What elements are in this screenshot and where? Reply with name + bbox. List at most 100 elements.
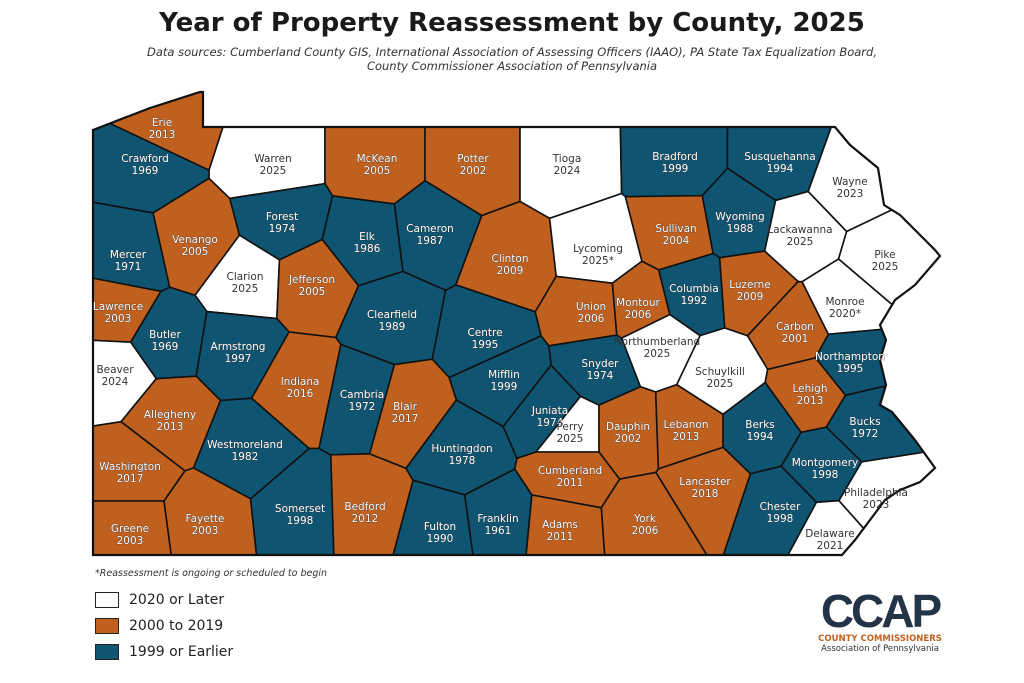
county-year-label: 2023 (837, 188, 864, 200)
county-name-label: Northumberland (614, 336, 700, 348)
county-year-label: 2005 (299, 286, 326, 298)
county-name-label: Lancaster (679, 476, 731, 488)
county-name-label: Centre (467, 327, 502, 339)
subtitle-line-1: Data sources: Cumberland County GIS, Int… (147, 45, 877, 59)
county-year-label: 2006 (578, 313, 605, 325)
county-name-label: Forest (266, 211, 298, 223)
county-name-label: Lawrence (93, 301, 143, 313)
county-name-label: Adams (542, 519, 578, 531)
county-name-label: Franklin (477, 513, 518, 525)
map-title: Year of Property Reassessment by County,… (159, 8, 865, 38)
county-name-label: Wayne (832, 176, 867, 188)
county-cumberland (513, 451, 621, 509)
county-year-label: 1997 (225, 353, 252, 365)
county-name-label: Clinton (491, 253, 528, 265)
county-name-label: Luzerne (729, 279, 771, 291)
county-name-label: Delaware (805, 528, 854, 540)
county-name-label: Pike (874, 249, 895, 261)
county-year-label: 2009 (737, 291, 764, 303)
county-name-label: Butler (149, 329, 181, 341)
county-name-label: Clarion (227, 271, 264, 283)
county-year-label: 1978 (449, 455, 476, 467)
county-name-label: Tioga (552, 153, 582, 165)
legend-label: 1999 or Earlier (129, 644, 234, 660)
county-year-label: 1972 (349, 401, 376, 413)
county-name-label: McKean (357, 153, 398, 165)
county-year-label: 1998 (767, 513, 794, 525)
county-name-label: Bedford (344, 501, 385, 513)
county-name-label: Greene (111, 523, 149, 535)
legend-swatch (95, 644, 119, 660)
county-name-label: Clearfield (367, 309, 417, 321)
legend-swatch (95, 618, 119, 634)
county-name-label: Juniata (531, 405, 568, 417)
footnote: *Reassessment is ongoing or scheduled to… (95, 568, 328, 579)
county-name-label: Crawford (121, 153, 169, 165)
county-name-label: Fayette (186, 513, 225, 525)
county-year-label: 1988 (727, 223, 754, 235)
county-year-label: 1999 (662, 163, 689, 175)
county-year-label: 1992 (681, 295, 708, 307)
state-outline (91, 90, 942, 557)
county-year-label: 1989 (379, 321, 406, 333)
county-name-label: Armstrong (211, 341, 266, 353)
county-name-label: Warren (254, 153, 291, 165)
legend-item-old: 1999 or Earlier (95, 644, 233, 660)
county-name-label: Lebanon (664, 419, 709, 431)
county-name-label: Philadelphia (844, 487, 908, 499)
county-year-label: 2025 (232, 283, 259, 295)
county-year-label: 2004 (663, 235, 690, 247)
county-name-label: Schuylkill (695, 366, 745, 378)
county-name-label: Bradford (652, 151, 698, 163)
county-year-label: 1987 (417, 235, 444, 247)
county-year-label: 2024 (102, 376, 129, 388)
county-year-label: 2025* (582, 255, 614, 267)
county-name-label: Snyder (582, 358, 620, 370)
county-name-label: Susquehanna (744, 151, 815, 163)
county-year-label: 2012 (352, 513, 379, 525)
county-year-label: 2006 (632, 525, 659, 537)
county-name-label: Northampton (815, 351, 885, 363)
county-year-label: 2018 (692, 488, 719, 500)
county-name-label: Blair (393, 401, 417, 413)
county-year-label: 2003 (105, 313, 132, 325)
county-name-label: Allegheny (144, 409, 196, 421)
county-name-label: Fulton (424, 521, 456, 533)
county-name-label: Somerset (275, 503, 325, 515)
county-year-label: 1990 (427, 533, 454, 545)
county-year-label: 2016 (287, 388, 314, 400)
county-year-label: 1999 (491, 381, 518, 393)
county-year-label: 2025 (872, 261, 899, 273)
county-year-label: 2013 (673, 431, 700, 443)
county-name-label: York (633, 513, 657, 525)
county-year-label: 2025 (787, 236, 814, 248)
county-year-label: 2017 (117, 473, 144, 485)
county-year-label: 2006 (625, 309, 652, 321)
county-year-label: 1982 (232, 451, 259, 463)
county-year-label: 1998 (812, 469, 839, 481)
county-name-label: Cameron (406, 223, 454, 235)
county-year-label: 2011 (557, 477, 584, 489)
legend-swatch (95, 592, 119, 608)
county-year-label: 2023 (863, 499, 890, 511)
county-year-label: 2025 (644, 348, 671, 360)
legend-item-recent: 2020 or Later (95, 592, 224, 608)
county-name-label: Lackawanna (767, 224, 832, 236)
county-year-label: 1995 (472, 339, 499, 351)
county-year-label: 1974 (537, 417, 564, 429)
county-year-label: 1986 (354, 243, 381, 255)
county-name-label: Lehigh (792, 383, 827, 395)
county-year-label: 1971 (115, 261, 142, 273)
county-name-label: Jefferson (288, 274, 335, 286)
county-year-label: 1998 (287, 515, 314, 527)
logo-line-2: Association of Pennsylvania (821, 644, 939, 654)
legend-item-mid: 2000 to 2019 (95, 618, 223, 634)
county-name-label: Wyoming (715, 211, 764, 223)
county-name-label: Huntingdon (431, 443, 492, 455)
county-year-label: 2005 (364, 165, 391, 177)
county-year-label: 1994 (747, 431, 774, 443)
county-year-label: 2001 (782, 333, 809, 345)
subtitle-line-2: County Commissioner Association of Penns… (366, 59, 658, 73)
county-name-label: Elk (359, 231, 376, 243)
